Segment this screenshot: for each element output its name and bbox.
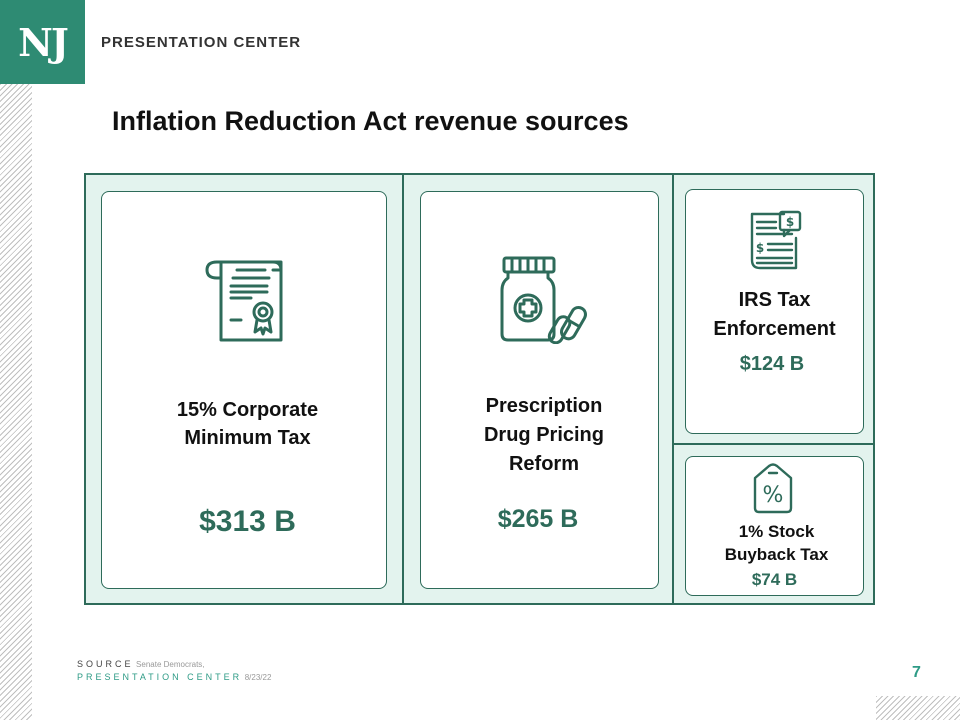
page-title: Inflation Reduction Act revenue sources — [112, 106, 629, 136]
irs-enforcement-label: IRS Tax Enforcement — [713, 289, 836, 340]
footer-date: 8/23/22 — [244, 673, 272, 682]
certificate-icon — [205, 260, 283, 342]
grid-divider-2 — [672, 173, 674, 605]
corporate-tax-amount: $313 B — [199, 505, 296, 538]
tax-document-icon: $ $ — [750, 210, 802, 270]
medicine-bottle-icon — [500, 256, 587, 344]
logo-text: NJ — [18, 19, 69, 65]
svg-text:$: $ — [756, 241, 764, 255]
percent-tag-icon: % — [753, 463, 793, 514]
footer-center-label: PRESENTATION CENTER — [77, 672, 243, 682]
nj-logo: NJ — [0, 0, 85, 84]
card-irs-tax-enforcement — [685, 189, 864, 434]
footer-presentation-center: PRESENTATION CENTER 8/23/22 — [77, 672, 271, 682]
footer-source: SOURCE Senate Democrats, — [77, 659, 205, 669]
svg-text:$: $ — [786, 215, 794, 229]
footer-source-value: Senate Democrats, — [136, 660, 205, 669]
header-title: PRESENTATION CENTER — [101, 34, 302, 51]
drug-pricing-label: Prescription Drug Pricing Reform — [483, 395, 604, 475]
stock-buyback-amount: $74 B — [751, 570, 798, 589]
grid-divider-1 — [402, 173, 404, 605]
page-number: 7 — [912, 664, 921, 681]
svg-text:%: % — [763, 483, 784, 508]
drug-pricing-amount: $265 B — [497, 505, 579, 533]
footer-source-label: SOURCE — [77, 659, 134, 669]
irs-enforcement-amount: $124 B — [739, 353, 805, 375]
card-stock-buyback-tax — [685, 456, 864, 596]
decorative-hatch-bottom-right — [876, 696, 960, 720]
stock-buyback-label: 1% Stock Buyback Tax — [724, 522, 829, 564]
decorative-hatch-left — [0, 84, 32, 720]
card-corporate-minimum-tax — [101, 191, 387, 589]
corporate-tax-label: 15% Corporate Minimum Tax — [176, 399, 319, 449]
grid-divider-3 — [673, 443, 875, 445]
